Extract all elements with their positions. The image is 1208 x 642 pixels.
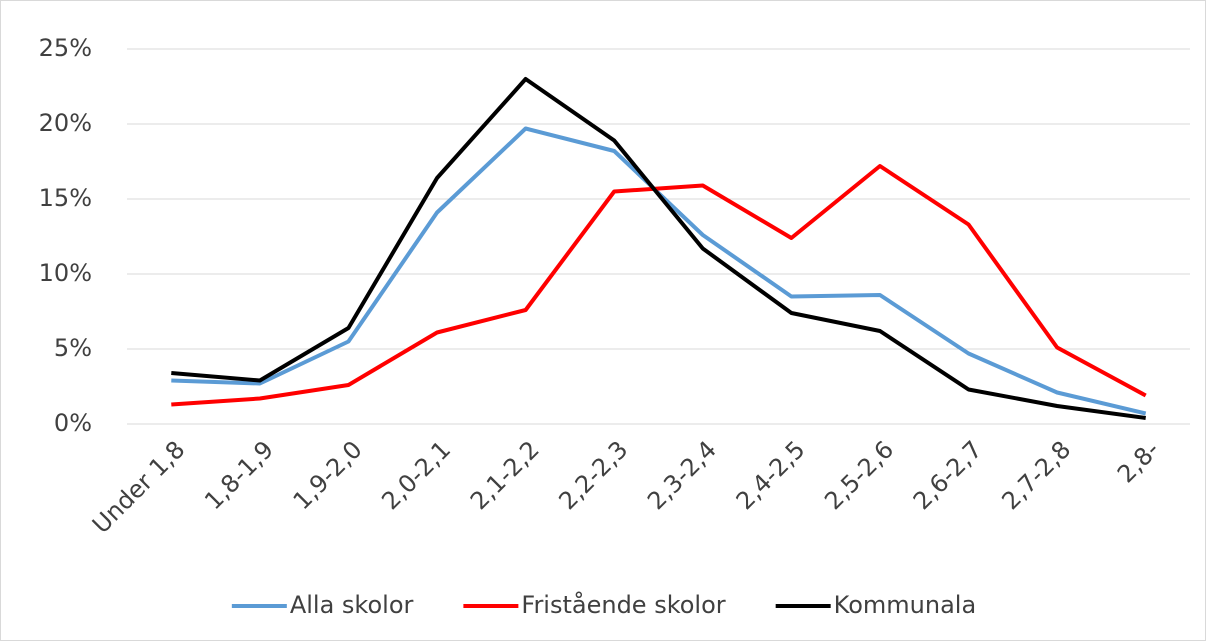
y-tick-label: 10% bbox=[39, 259, 92, 287]
series-line bbox=[171, 164, 1147, 407]
y-tick-label: 0% bbox=[54, 409, 92, 437]
y-tick-label: 15% bbox=[39, 184, 92, 212]
legend-label: Kommunala bbox=[834, 591, 977, 619]
y-tick-label: 5% bbox=[54, 334, 92, 362]
legend: Alla skolor Fristående skolor Kommunala bbox=[231, 590, 977, 619]
legend-label: Fristående skolor bbox=[521, 590, 725, 619]
legend-label: Alla skolor bbox=[290, 591, 414, 619]
y-tick-label: 20% bbox=[39, 109, 92, 137]
series-line bbox=[171, 77, 1146, 420]
y-tick-label: 25% bbox=[39, 34, 92, 62]
